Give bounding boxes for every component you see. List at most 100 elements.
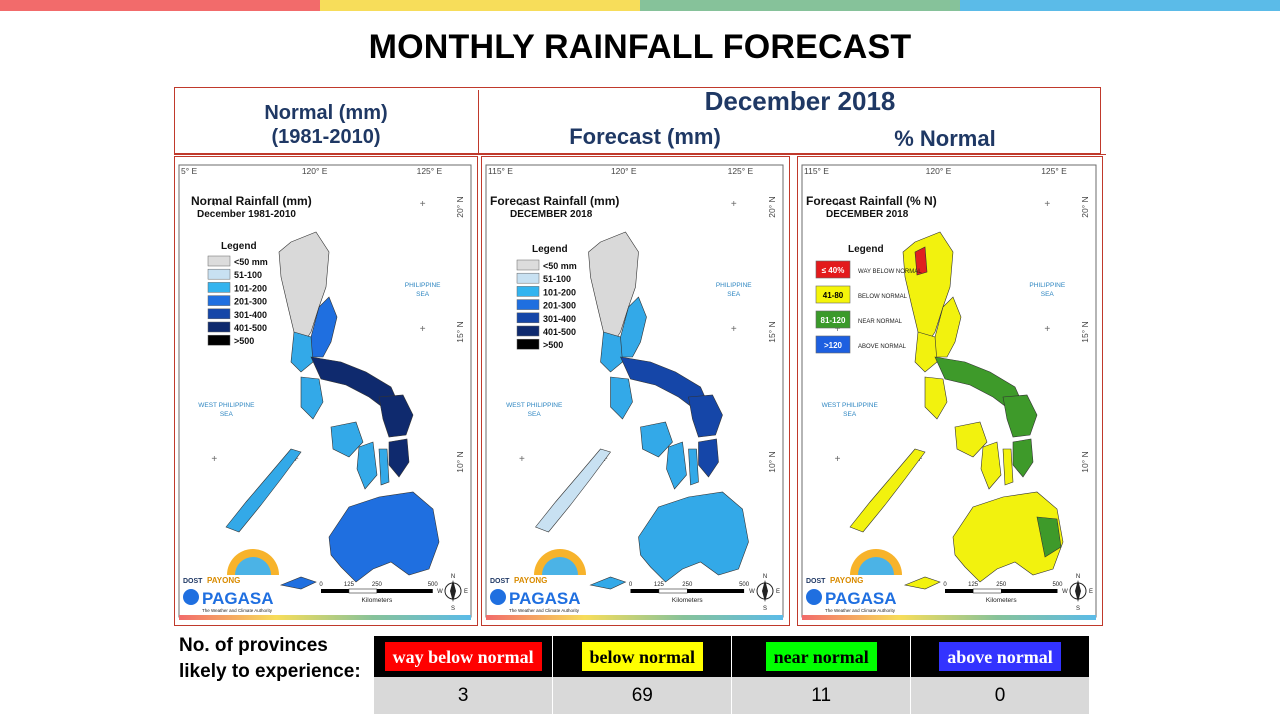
grid-cross: + [519, 454, 525, 465]
philippine-sea-label: SEA [416, 291, 430, 298]
latitude-label: 20° N [455, 196, 465, 217]
compass-east-label: E [776, 589, 780, 595]
category-row: way below normal below normal near norma… [374, 636, 1090, 677]
logo-emblem-icon [183, 589, 199, 605]
scale-tick-label: 125 [654, 582, 665, 588]
legend-label: 51-100 [234, 270, 262, 280]
latitude-label: 20° N [1080, 196, 1090, 217]
grid-cross: + [293, 454, 299, 465]
latitude-label: 15° N [767, 321, 777, 342]
month-heading: December 2018 [704, 86, 896, 116]
compass-west-label: W [749, 589, 755, 595]
island-sulu [903, 576, 941, 590]
grid-cross: + [1044, 324, 1050, 335]
below-normal-badge: below normal [581, 642, 704, 671]
latitude-label: 15° N [455, 321, 465, 342]
island-negros [666, 441, 687, 490]
logo-pagasa: PAGASA [509, 589, 580, 608]
compass-west-label: W [437, 589, 443, 595]
legend-label: 401-500 [543, 327, 576, 337]
legend-label: >500 [234, 336, 254, 346]
compass-south-label: S [1076, 606, 1080, 612]
legend-label: WAY BELOW NORMAL [858, 269, 922, 275]
scale-bar-segment [658, 588, 688, 594]
cat-cell-0: way below normal [374, 636, 554, 677]
compass-east-label: E [1089, 589, 1093, 595]
island-sulu [279, 576, 317, 590]
compass-needle [762, 580, 768, 602]
legend-swatch [516, 338, 540, 350]
legend-swatch [516, 286, 540, 297]
island-negros [356, 441, 378, 490]
island-luzon-northwest-red [914, 246, 928, 276]
latitude-label: 20° N [767, 196, 777, 217]
count-above-normal: 0 [910, 677, 1090, 714]
latitude-label: 15° N [1080, 321, 1090, 342]
top-bar-green [640, 0, 960, 11]
legend-swatch-label: >120 [824, 341, 843, 350]
compass-south-label: S [451, 606, 455, 612]
rainbow-strip [179, 615, 471, 620]
legend-swatch-label: 81-120 [821, 316, 846, 325]
umbrella-inner-icon [542, 557, 578, 575]
island-palawan [535, 448, 611, 533]
top-color-bar [0, 0, 1280, 11]
longitude-label: 125° E [417, 166, 443, 176]
island-group [849, 231, 1064, 590]
cat-cell-2: near normal [731, 636, 912, 677]
compass-west-label: W [1062, 589, 1068, 595]
top-bar-blue [960, 0, 1280, 11]
way-below-normal-badge: way below normal [384, 642, 542, 671]
scale-tick-label: 250 [372, 582, 383, 588]
logo-emblem-icon [806, 589, 822, 605]
legend-swatch [516, 272, 540, 284]
island-mindoro [924, 376, 948, 420]
legend-label: >500 [543, 340, 563, 350]
scale-tick-label: 0 [319, 582, 323, 588]
island-negros [980, 441, 1002, 490]
legend-swatch [815, 260, 851, 279]
scale-tick-label: 125 [344, 582, 355, 588]
page-title: MONTHLY RAINFALL FORECAST [368, 28, 912, 66]
legend-swatch [516, 259, 540, 271]
island-cebu [688, 448, 699, 486]
grid-cross: + [420, 324, 426, 335]
logo-payong: PAYONG [830, 576, 863, 585]
island-mindanao [328, 491, 440, 583]
legend-label: 101-200 [234, 283, 267, 293]
west-philippine-sea-label: SEA [843, 411, 857, 418]
legend-swatch [207, 282, 231, 293]
island-panay [330, 421, 364, 458]
top-bar-red [0, 0, 320, 11]
grid-cross: + [731, 199, 737, 210]
latitude-label: 10° N [767, 451, 777, 472]
header-underline [174, 154, 1106, 155]
grid-cross: + [835, 454, 841, 465]
legend-swatch [207, 321, 231, 333]
normal-period-heading: (1981-2010) [271, 126, 381, 148]
longitude-label: 120° E [302, 166, 328, 176]
scale-tick-label: 500 [1052, 582, 1063, 588]
legend-label: 201-300 [234, 297, 267, 307]
province-count-table: way below normal below normal near norma… [374, 636, 1090, 714]
scale-tick-label: 500 [428, 582, 439, 588]
map-title: Forecast Rainfall (mm) [490, 194, 619, 208]
legend-label: 401-500 [234, 323, 267, 333]
legend-swatch [207, 334, 231, 346]
logo-dost: DOST [183, 578, 203, 585]
legend-label: <50 mm [543, 261, 577, 271]
top-bar-yellow [320, 0, 640, 11]
umbrella-inner-icon [858, 557, 894, 575]
west-philippine-sea-label: WEST PHILIPPINE [506, 402, 563, 409]
legend-label: 51-100 [543, 274, 571, 284]
compass-north-label: N [451, 574, 455, 580]
island-leyte [698, 438, 719, 478]
near-normal-badge: near normal [765, 642, 877, 671]
island-mindanao [952, 491, 1064, 583]
island-luzon-central [914, 331, 938, 373]
